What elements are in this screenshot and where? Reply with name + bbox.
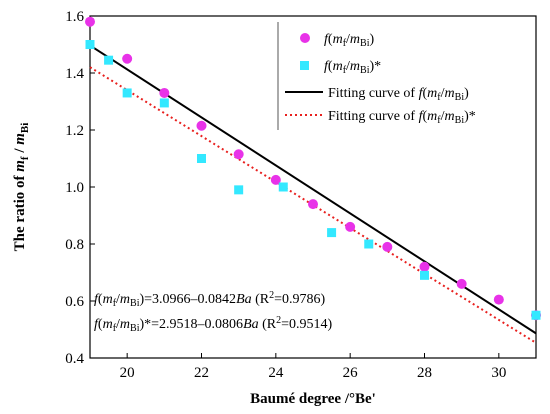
- legend-marker-square: [300, 61, 309, 70]
- series-1-point: [456, 278, 467, 289]
- x-tick-label: 26: [343, 365, 359, 381]
- series-2-point: [104, 55, 114, 65]
- series-2-point: [327, 228, 337, 238]
- series-1-point: [233, 149, 244, 160]
- axis-ticks: 20 22 24 26 28 30 0.4 0.6 0.8 1.0 1.2 1.4 1.6: [65, 9, 506, 381]
- legend-label-4: Fitting curve of f(mf/mBi)*: [328, 109, 476, 126]
- series-2-point: [85, 40, 95, 49]
- y-tick-label: 0.4: [65, 351, 84, 367]
- x-axis-title: Baumé degree /°Be': [250, 391, 376, 407]
- series-1-point: [382, 241, 393, 252]
- series-1-point: [493, 294, 504, 305]
- legend: f(mf/mBi) f(mf/mBi)* Fitting curve of f(…: [277, 22, 476, 130]
- series-1-point: [270, 174, 281, 185]
- series-2-point: [234, 185, 244, 195]
- x-tick-label: 22: [194, 365, 209, 381]
- series-2-point: [531, 310, 541, 320]
- data-points: [85, 16, 541, 321]
- legend-label-2: f(mf/mBi)*: [324, 59, 381, 76]
- x-tick-label: 30: [491, 365, 506, 381]
- series-2-point: [420, 270, 429, 280]
- series-2-point: [197, 154, 206, 163]
- series-2-point: [364, 239, 374, 249]
- y-tick-label: 0.6: [65, 294, 84, 310]
- y-tick-label: 1.0: [65, 180, 84, 196]
- series-1-point: [345, 221, 356, 232]
- equation-1: f(mf/mBi)=3.0966–0.0842Ba (R2=0.9786): [94, 290, 326, 309]
- series-2-point: [278, 182, 288, 192]
- fit-line-2: [89, 66, 537, 344]
- series-1-point: [196, 120, 207, 131]
- series-1-point: [85, 16, 95, 27]
- y-tick-label: 1.6: [65, 9, 84, 25]
- series-1-point: [122, 53, 133, 64]
- legend-marker-circle: [300, 33, 310, 43]
- x-tick-label: 24: [268, 365, 284, 381]
- series-2-point: [122, 88, 132, 98]
- equation-2: f(mf/mBi)*=2.9518–0.0806Ba (R2=0.9514): [94, 315, 333, 334]
- x-tick-label: 20: [120, 365, 135, 381]
- y-tick-label: 1.2: [65, 123, 84, 139]
- y-tick-label: 0.8: [65, 237, 84, 253]
- series-1-point: [159, 87, 170, 98]
- fit-line-1: [89, 44, 537, 335]
- legend-label-1: f(mf/mBi): [324, 32, 375, 49]
- series-1-point: [308, 199, 318, 210]
- y-tick-label: 1.4: [65, 66, 84, 82]
- legend-label-3: Fitting curve of f(mf/mBi): [328, 86, 469, 103]
- x-tick-label: 28: [417, 365, 432, 381]
- series-2-point: [159, 98, 169, 108]
- series-1-point: [419, 261, 430, 272]
- y-axis-title: The ratio of mf / mBi: [12, 123, 31, 252]
